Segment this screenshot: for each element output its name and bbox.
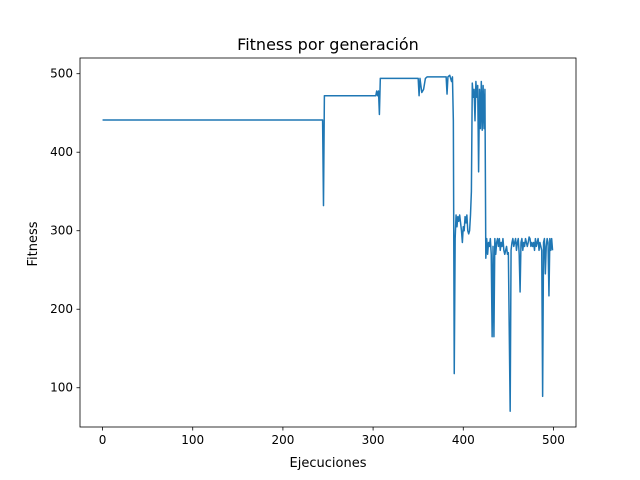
y-axis-label: Fitness [26,221,41,266]
x-tick-label: 300 [362,433,385,447]
y-tick-label: 300 [50,224,73,238]
x-tick-label: 0 [99,433,107,447]
y-tick-label: 400 [50,145,73,159]
plot-area: 0 100 200 300 400 500 100 200 300 400 500 [50,57,577,447]
x-tick-label: 100 [181,433,204,447]
x-axis-label: Ejecuciones [290,456,367,471]
y-tick-label: 100 [50,381,73,395]
x-tick-label: 400 [452,433,475,447]
y-tick-label: 200 [50,302,73,316]
x-tick-label: 500 [542,433,565,447]
series-line-0 [102,74,554,413]
axes-frame [79,57,577,428]
chart-title: Fitness por generación [237,35,419,54]
x-tick-label: 200 [271,433,294,447]
y-tick-label: 500 [50,67,73,81]
